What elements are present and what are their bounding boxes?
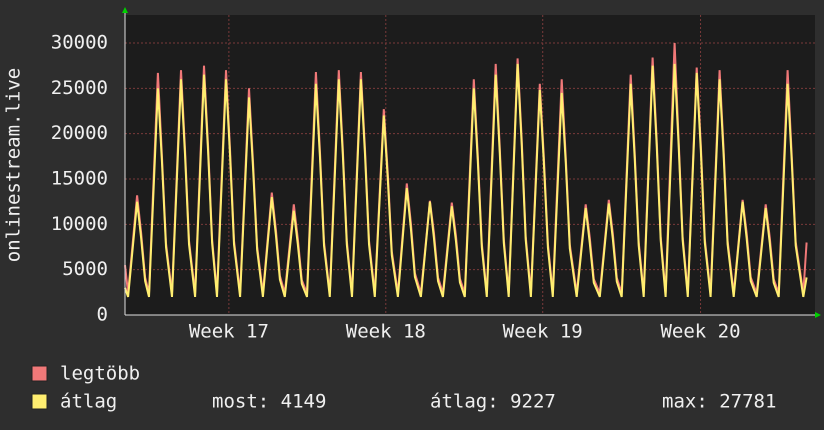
x-tick-label: Week 17 bbox=[189, 321, 269, 343]
y-arrow bbox=[122, 7, 128, 13]
legend-label: átlag bbox=[60, 391, 117, 413]
legend: legtöbb átlag most: 4149 átlag: 9227 max: 27… bbox=[31, 363, 776, 413]
y-tick-label: 15000 bbox=[51, 168, 108, 190]
stat-label: átlag: 9227 bbox=[430, 391, 556, 413]
legend-swatch bbox=[31, 393, 48, 410]
y-tick-label: 25000 bbox=[51, 77, 108, 99]
x-tick-label: Week 18 bbox=[346, 321, 426, 343]
legend-swatch bbox=[31, 365, 48, 382]
y-tick-label: 5000 bbox=[62, 258, 108, 280]
x-arrow bbox=[815, 312, 821, 318]
y-tick-label: 0 bbox=[97, 304, 108, 326]
x-tick-label: Week 19 bbox=[503, 321, 583, 343]
stat-label: most: 4149 bbox=[212, 391, 326, 413]
x-tick-label: Week 20 bbox=[660, 321, 740, 343]
y-tick-label: 20000 bbox=[51, 122, 108, 144]
stat-label: max: 27781 bbox=[662, 391, 776, 413]
y-tick-label: 30000 bbox=[51, 32, 108, 54]
y-tick-label: 10000 bbox=[51, 213, 108, 235]
legend-label: legtöbb bbox=[60, 363, 140, 385]
y-axis-label: onlinestream.live bbox=[3, 68, 25, 262]
series-line bbox=[124, 63, 808, 298]
lines bbox=[124, 42, 808, 298]
